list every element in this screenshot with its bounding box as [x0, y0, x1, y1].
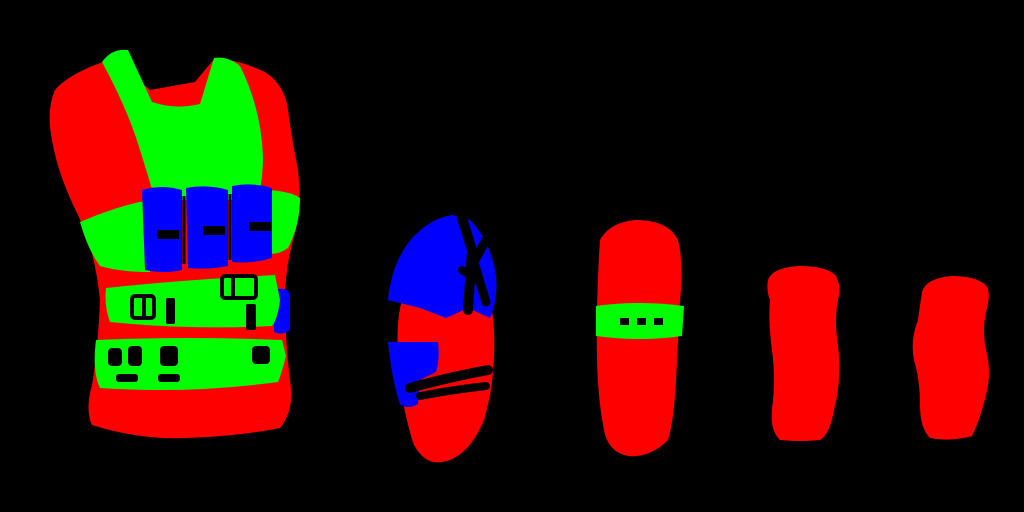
- shoulder-pad-flap: [388, 342, 439, 407]
- shoulder-pad-straps: [405, 213, 493, 400]
- lower-belt: [94, 338, 287, 390]
- magazine-pouch-1: [142, 187, 182, 272]
- arm-guard-strapped: [596, 220, 684, 457]
- leg-guard-left-shell: [767, 266, 840, 441]
- pouch-divider: [182, 194, 232, 264]
- middle-belt: [105, 275, 280, 328]
- pouch-slot-1: [157, 230, 179, 239]
- buckle-right: [220, 274, 258, 300]
- buckle-left: [130, 294, 156, 320]
- chest-plate-right: [270, 190, 300, 254]
- chest-plate-left: [80, 200, 150, 272]
- vest-torso: [49, 49, 300, 439]
- buckle-pin-right: [246, 304, 256, 330]
- pouch-slot-2: [203, 226, 225, 235]
- lower-belt-pouches: [108, 346, 270, 382]
- front-panel: [102, 49, 263, 200]
- buckle-pin-left: [166, 298, 175, 324]
- leg-guard-right: [912, 276, 989, 440]
- arm-strap-holes: [620, 318, 663, 325]
- pouch-slot-3: [249, 222, 271, 231]
- leg-guard-left: [767, 266, 840, 441]
- leg-guard-right-shell: [912, 276, 989, 440]
- shoulder-pad: [388, 213, 497, 463]
